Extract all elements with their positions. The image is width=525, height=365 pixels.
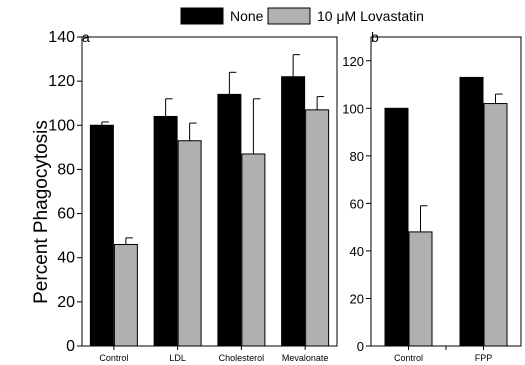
bar	[89, 124, 114, 347]
bar	[177, 140, 202, 347]
y-tick-label: 100	[48, 117, 75, 134]
y-tick-label: 120	[48, 73, 75, 90]
y-axis-label: Percent Phagocytosis	[31, 120, 52, 304]
x-tick-label: Mevalonate	[282, 353, 329, 363]
y-tick-label: 0	[66, 338, 75, 355]
bar	[281, 76, 306, 347]
y-tick-label: 80	[57, 161, 75, 178]
bar	[483, 103, 508, 347]
y-tick-label: 0	[357, 339, 364, 354]
x-tick-label: LDL	[169, 353, 186, 363]
bar	[241, 153, 266, 347]
legend-swatch-none	[180, 7, 224, 25]
y-tick-label: 60	[350, 196, 364, 211]
bar	[305, 109, 330, 347]
y-tick-label: 80	[350, 149, 364, 164]
y-tick-label: 20	[350, 291, 364, 306]
y-tick-label: 40	[57, 250, 75, 267]
panel-a: 0 20 40 60 80 100 120 140 Control LDL Cholesterol M…	[48, 29, 338, 363]
x-tick-label: Cholesterol	[219, 353, 265, 363]
bar	[153, 115, 178, 347]
bar	[384, 107, 409, 347]
y-tick-label: 20	[57, 294, 75, 311]
legend-label-none: None	[230, 8, 264, 24]
x-tick-label: FPP	[475, 353, 493, 363]
bar	[459, 76, 484, 347]
x-tick-label: Control	[99, 353, 128, 363]
legend-label-lovastatin: 10 μM Lovastatin	[317, 8, 424, 24]
y-tick-label: 120	[342, 54, 364, 69]
bar	[113, 243, 138, 347]
plot-frame	[81, 36, 338, 347]
legend-swatch-lovastatin	[267, 7, 311, 25]
panel-b: 0 20 40 60 80 100 120 Control FPP	[342, 36, 522, 363]
x-tick-label: Control	[394, 353, 423, 363]
y-tick-label: 100	[342, 101, 364, 116]
y-tick-label: 40	[350, 244, 364, 259]
legend: None 10 μM Lovastatin	[180, 7, 424, 25]
bar	[408, 231, 433, 347]
y-tick-label: 60	[57, 206, 75, 223]
bar	[217, 93, 242, 347]
y-tick-label: 140	[48, 29, 75, 46]
